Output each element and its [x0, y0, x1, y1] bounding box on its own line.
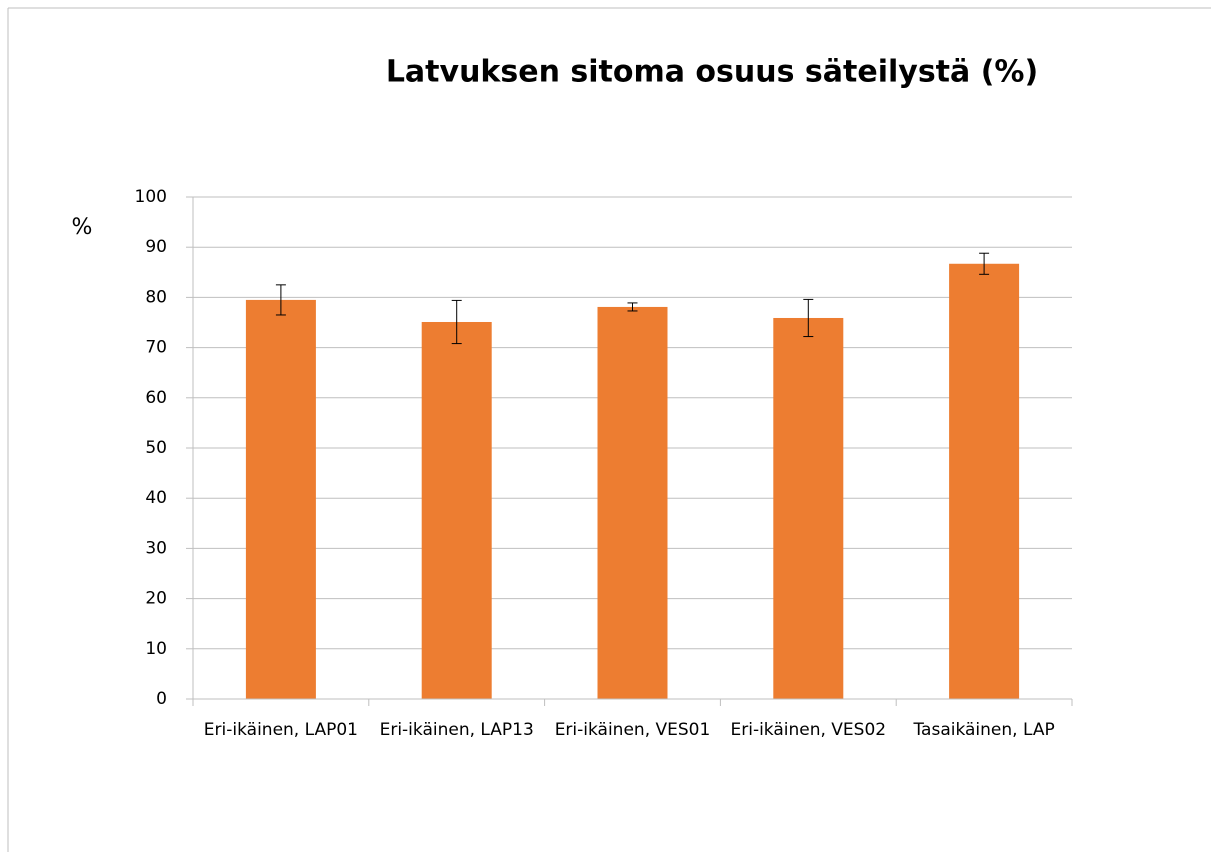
x-tick-label: Eri-ikäinen, VES02: [730, 720, 887, 740]
x-tick-label: Eri-ikäinen, LAP01: [203, 720, 358, 740]
bar: [421, 321, 492, 699]
bar: [245, 299, 316, 699]
y-tick-label: 80: [145, 287, 167, 307]
x-tick-label: Eri-ikäinen, LAP13: [379, 720, 534, 740]
chart-title: Latvuksen sitoma osuus säteilystä (%): [386, 55, 1038, 90]
bar: [949, 263, 1020, 699]
y-tick-label: 70: [145, 338, 167, 358]
y-tick-label: 0: [156, 689, 167, 709]
y-tick-label: 40: [145, 488, 167, 508]
y-tick-label: 20: [145, 589, 167, 609]
y-tick-label: 100: [135, 187, 167, 207]
bar: [597, 306, 668, 699]
x-tick-label: Tasaikäinen, LAP: [913, 720, 1055, 740]
y-tick-label: 50: [145, 438, 167, 458]
x-tick-label: Eri-ikäinen, VES01: [554, 720, 711, 740]
y-tick-label: 30: [145, 538, 167, 558]
y-tick-label: 10: [145, 639, 167, 659]
y-tick-label: 90: [145, 237, 167, 257]
y-axis-label: %: [72, 215, 93, 240]
bar: [773, 317, 844, 699]
y-tick-label: 60: [145, 388, 167, 408]
